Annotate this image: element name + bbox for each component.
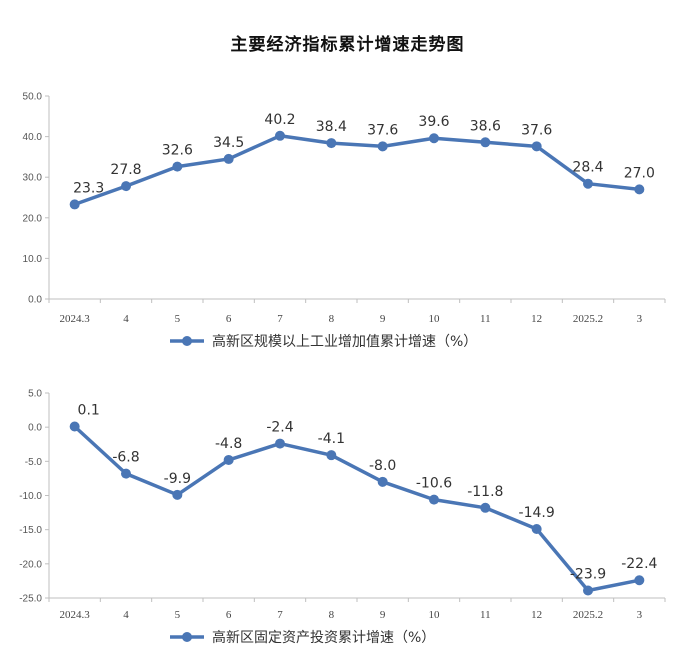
chart1-data-label: 40.2: [264, 112, 295, 128]
chart2-data-point: [223, 454, 234, 465]
chart2-data-label: -10.6: [416, 476, 452, 492]
chart1-data-point: [172, 161, 183, 172]
chart1-data-point: [583, 178, 593, 189]
chart2-data-point: [69, 421, 80, 432]
chart2-x-tick-label: 3: [637, 609, 643, 621]
chart2-data-label: -22.4: [621, 556, 657, 572]
chart2-data-point: [377, 476, 388, 487]
chart2-y-tick-label: -15.0: [19, 525, 42, 536]
chart1-data-point: [121, 181, 131, 192]
chart2-y-tick-label: 0.0: [28, 423, 42, 434]
chart1-y-tick-label: 40.0: [23, 132, 43, 143]
chart2-data-label: -11.8: [467, 484, 503, 500]
chart1-data-label: 38.6: [470, 118, 501, 134]
chart1-legend-marker: [182, 336, 192, 346]
chart1-data-label: 38.4: [316, 119, 347, 135]
chart1-data-label: 34.5: [213, 135, 244, 151]
chart2-data-point: [531, 523, 542, 534]
chart1-x-tick-label: 2025.2: [573, 313, 603, 325]
chart1-y-tick-label: 10.0: [23, 254, 43, 265]
chart2-x-tick-label: 9: [380, 609, 386, 621]
chart1-x-tick-label: 2024.3: [60, 313, 91, 325]
chart1-legend-label: 高新区规模以上工业增加值累计增速（%）: [212, 333, 477, 350]
chart2-data-point: [583, 585, 593, 596]
chart2-y-tick-label: -25.0: [19, 594, 42, 605]
chart1-data-point: [377, 141, 388, 152]
chart2-data-point: [634, 575, 645, 586]
chart2-x-tick-label: 6: [226, 609, 232, 621]
chart2-y-tick-label: -5.0: [25, 457, 43, 468]
chart2-data-point: [429, 494, 439, 505]
chart1-data-label: 32.6: [162, 143, 193, 159]
chart2-x-tick-label: 7: [277, 609, 283, 621]
chart1-data-label: 39.6: [418, 114, 449, 130]
chart2-data-label: -23.9: [570, 566, 606, 582]
chart1-data-label: 27.0: [624, 165, 655, 181]
chart2-data-label: -2.4: [266, 420, 293, 436]
chart2-data-label: -4.1: [318, 431, 345, 447]
chart1-x-tick-label: 4: [123, 313, 129, 325]
chart2-x-tick-label: 8: [329, 609, 335, 621]
chart1-x-tick-label: 3: [637, 313, 643, 325]
chart1-x-tick-label: 12: [531, 313, 542, 325]
chart2-x-tick-label: 4: [123, 609, 129, 621]
chart1-y-tick-label: 0.0: [28, 295, 42, 306]
chart1-x-tick-label: 6: [226, 313, 232, 325]
chart1-data-point: [223, 153, 234, 164]
chart1-data-label: 37.6: [367, 122, 398, 138]
chart2-data-label: -6.8: [112, 450, 139, 466]
chart1-data-point: [634, 184, 645, 195]
chart1-data-label: 27.8: [110, 162, 141, 178]
chart1-data-point: [69, 199, 80, 210]
chart2-data-point: [172, 489, 183, 500]
chart2-data-label: -14.9: [519, 505, 555, 521]
chart2-x-tick-label: 2025.2: [573, 609, 603, 621]
chart2-y-tick-label: 5.0: [28, 389, 42, 400]
chart1-y-tick-label: 50.0: [23, 92, 43, 103]
chart2-x-tick-label: 2024.3: [60, 609, 91, 621]
chart1-y-tick-label: 30.0: [23, 173, 43, 184]
chart1-data-point: [326, 138, 337, 149]
chart2-y-tick-label: -10.0: [19, 491, 42, 502]
chart2-x-tick-label: 5: [175, 609, 181, 621]
chart2-data-label: -4.8: [215, 436, 242, 452]
chart1-data-point: [480, 137, 491, 148]
chart2-data-label: -8.0: [369, 458, 396, 474]
chart1-data-point: [429, 133, 439, 144]
chart2-data-label: 0.1: [78, 402, 100, 418]
chart1-x-tick-label: 10: [429, 313, 441, 325]
chart2-data-label: -9.9: [164, 471, 191, 487]
chart1-data-label: 28.4: [572, 160, 603, 176]
chart1-x-tick-label: 8: [329, 313, 335, 325]
chart2-series-line: [73, 425, 640, 593]
chart2-x-tick-label: 11: [480, 609, 491, 621]
chart1-data-label: 37.6: [521, 122, 552, 138]
chart1-x-tick-label: 7: [277, 313, 283, 325]
chart2-x-tick-label: 10: [429, 609, 441, 621]
chart2-x-tick-label: 12: [531, 609, 542, 621]
chart2-data-point: [480, 502, 491, 513]
chart2-data-point: [326, 450, 337, 461]
chart1-x-tick-label: 9: [380, 313, 386, 325]
page-title: 主要经济指标累计增速走势图: [230, 35, 465, 55]
chart1-x-tick-label: 11: [480, 313, 491, 325]
chart2-legend-marker: [182, 632, 192, 642]
chart1-data-label: 23.3: [73, 180, 104, 196]
chart2-data-point: [275, 438, 285, 449]
chart1-y-tick-label: 20.0: [23, 213, 43, 224]
chart2-y-tick-label: -20.0: [19, 559, 42, 570]
chart1-series-line: [74, 134, 640, 207]
chart1-x-tick-label: 5: [175, 313, 181, 325]
chart2-legend-label: 高新区固定资产投资累计增速（%）: [212, 629, 435, 646]
chart2-data-point: [121, 468, 131, 479]
chart1-data-point: [531, 141, 542, 152]
chart1-data-point: [275, 130, 285, 141]
